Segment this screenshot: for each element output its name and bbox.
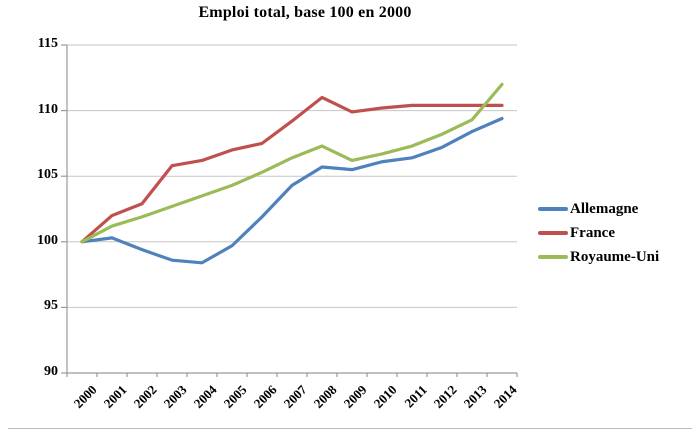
y-axis-label: 90 — [44, 364, 58, 379]
legend-label-royaume-uni: Royaume-Uni — [570, 248, 660, 265]
legend-swatch-france-icon — [538, 231, 568, 235]
legend-entry-allemagne: Allemagne — [538, 197, 659, 221]
legend-label-france: France — [570, 224, 615, 241]
legend: Allemagne France Royaume-Uni — [538, 197, 659, 269]
series-line-allemagne — [80, 116, 504, 265]
y-axis-label: 95 — [44, 298, 58, 314]
legend-label-allemagne: Allemagne — [570, 200, 639, 217]
legend-entry-royaume-uni: Royaume-Uni — [538, 245, 659, 269]
y-axis-label: 100 — [37, 232, 58, 248]
y-axis-label: 115 — [37, 36, 58, 51]
series-line-royaume-uni — [80, 82, 504, 244]
legend-swatch-royaume-uni-icon — [538, 255, 568, 259]
series-line-france — [80, 95, 504, 244]
y-axis-label: 110 — [37, 101, 58, 117]
bottom-divider-line — [8, 428, 692, 429]
legend-swatch-allemagne-icon — [538, 207, 568, 211]
legend-entry-france: France — [538, 221, 659, 245]
chart-title: Emploi total, base 100 en 2000 — [198, 4, 412, 21]
y-axis-label: 105 — [37, 167, 58, 183]
